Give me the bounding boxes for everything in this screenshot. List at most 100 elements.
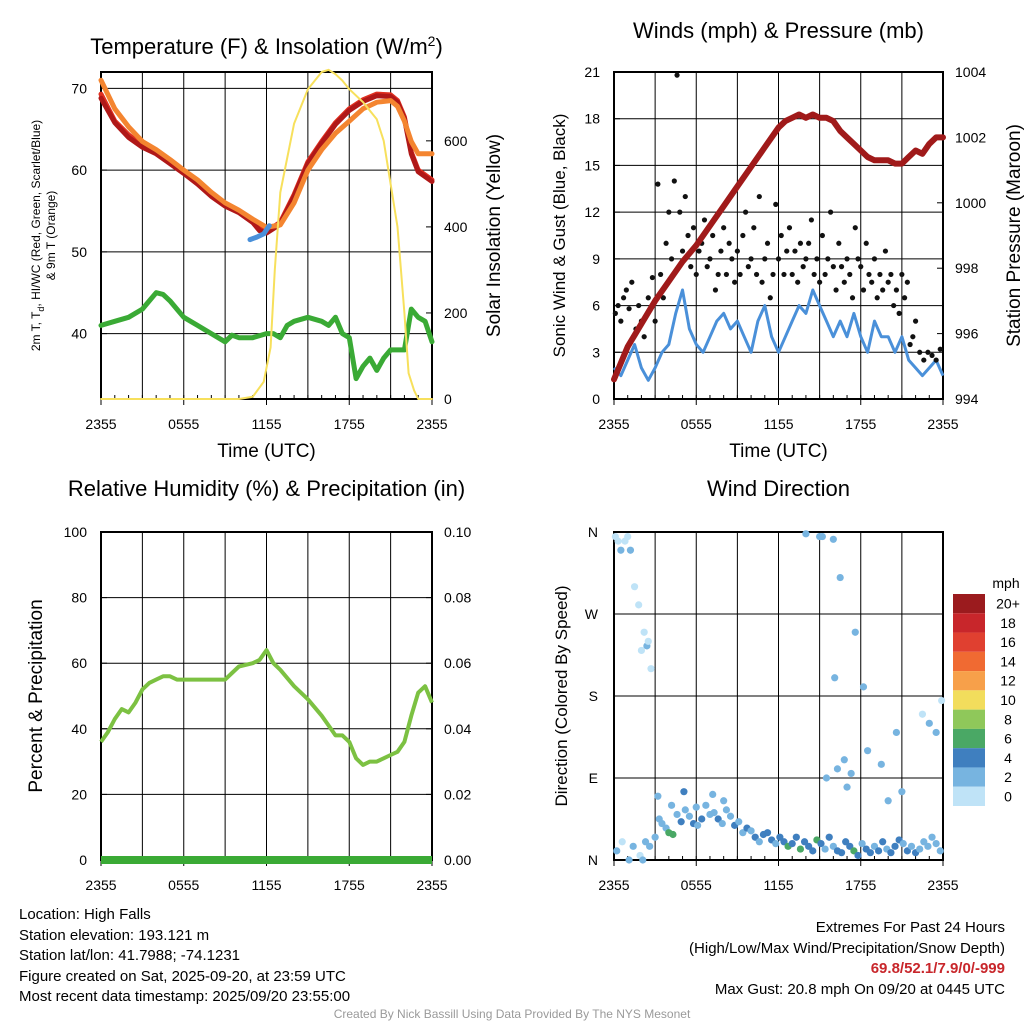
- gust-point: [764, 240, 771, 246]
- y-right-tick-label: 200: [444, 305, 468, 321]
- gust-point: [921, 357, 927, 363]
- gust-point: [693, 271, 699, 278]
- direction-point: [829, 535, 837, 543]
- x-tick-label: 2355: [416, 877, 447, 893]
- direction-point: [928, 833, 936, 841]
- gust-point: [778, 232, 784, 239]
- y-right-tick-label: 1000: [955, 195, 986, 211]
- colorbar-label: 14: [1000, 653, 1016, 669]
- direction-point: [629, 842, 637, 850]
- x-tick-label: 0555: [681, 416, 712, 432]
- y-tick-label: 70: [71, 80, 87, 96]
- direction-point: [640, 628, 648, 636]
- gust-point: [679, 248, 686, 254]
- y-axis-label-right: Station Pressure (Maroon): [1004, 124, 1024, 347]
- gust-point: [762, 256, 768, 262]
- direction-point: [637, 646, 646, 655]
- gust-point: [869, 279, 875, 285]
- x-tick-label: 0555: [168, 877, 199, 893]
- direction-point: [892, 728, 900, 737]
- y-right-tick-label: 0.06: [444, 655, 471, 671]
- gust-point: [636, 302, 642, 309]
- y-tick-label: 15: [584, 157, 600, 173]
- gust-point: [786, 225, 793, 231]
- gust-point: [814, 256, 820, 262]
- x-tick-label: 1755: [845, 877, 876, 893]
- gust-point: [800, 264, 806, 270]
- chart-title-paren: ): [435, 34, 442, 59]
- x-tick-label: 2355: [927, 416, 958, 432]
- gust-point: [726, 240, 732, 246]
- plot-frame: [613, 531, 944, 861]
- direction-point: [677, 818, 685, 826]
- y-right-tick-label: 996: [955, 326, 979, 342]
- gust-point: [770, 271, 776, 278]
- direction-point: [720, 797, 728, 805]
- direction-point: [681, 806, 689, 814]
- extremes-subtitle: (High/Low/Max Wind/Precipitation/Snow De…: [689, 939, 1005, 957]
- y-label-subscript: d: [36, 307, 46, 312]
- direction-point: [710, 809, 718, 817]
- y-tick-label: E: [589, 770, 598, 786]
- gust-point: [649, 274, 655, 281]
- gust-point: [652, 318, 658, 324]
- direction-point: [854, 851, 862, 860]
- direction-point: [644, 637, 652, 645]
- x-tick-label: 1755: [845, 416, 876, 432]
- gust-point: [773, 201, 779, 207]
- series-9m-temperature: [98, 77, 435, 230]
- y-tick-label: 9: [592, 251, 600, 267]
- y-tick-label: W: [585, 606, 599, 622]
- chart-panel-1: Temperature (F) & Insolation (W/m2) 2355 0…: [29, 33, 505, 462]
- x-tick-label: 2355: [927, 877, 958, 893]
- gust-point: [882, 248, 889, 254]
- gust-point: [701, 217, 708, 223]
- y-axis-label-left: Direction (Colored By Speed): [552, 585, 571, 806]
- gust-point: [677, 209, 683, 215]
- recent-timestamp: Most recent data timestamp: 2025/09/20 2…: [19, 988, 351, 1005]
- direction-point: [879, 838, 887, 846]
- y-tick-label: 20: [71, 786, 87, 802]
- direction-point: [899, 840, 907, 848]
- gust-point: [732, 279, 738, 285]
- direction-point: [654, 792, 662, 800]
- station-elevation: Station elevation: 193.121 m: [19, 926, 210, 944]
- direction-point: [866, 849, 874, 857]
- direction-point: [772, 840, 780, 848]
- y-tick-label: 40: [71, 326, 87, 342]
- gust-point: [759, 279, 765, 285]
- colorbar-cell: [953, 786, 985, 806]
- colorbar-cell: [953, 632, 985, 652]
- chart-title: Relative Humidity (%) & Precipitation (i…: [68, 476, 465, 501]
- direction-point: [887, 849, 895, 857]
- extremes-values: 69.8/52.1/7.9/0/-999: [870, 960, 1005, 977]
- direction-point: [702, 801, 710, 809]
- colorbar-label: 4: [1004, 750, 1012, 766]
- gust-point: [690, 225, 697, 231]
- gust-point: [712, 287, 719, 293]
- gust-point: [740, 232, 746, 239]
- direction-point: [680, 788, 688, 796]
- direction-point: [755, 838, 763, 846]
- gust-point: [792, 248, 798, 254]
- gust-point: [704, 264, 710, 270]
- direction-point: [726, 812, 735, 820]
- direction-point: [924, 842, 932, 850]
- direction-point: [932, 728, 940, 737]
- gust-point: [803, 256, 809, 262]
- gust-point: [767, 295, 773, 301]
- gust-point: [855, 256, 861, 262]
- gust-point: [645, 295, 651, 301]
- y-axis-label-left: Sonic Wind & Gust (Blue, Black): [550, 114, 569, 358]
- gust-point: [847, 271, 853, 278]
- direction-point: [747, 827, 755, 835]
- gust-point: [852, 225, 858, 231]
- y-label-part: 2m T, T: [29, 311, 43, 351]
- x-tick-label: 2355: [598, 877, 629, 893]
- colorbar-label: 20+: [996, 596, 1020, 612]
- direction-point: [858, 840, 866, 848]
- y-tick-label: 100: [64, 524, 88, 540]
- direction-point: [630, 583, 639, 591]
- direction-point: [836, 573, 844, 582]
- colorbar-label: 16: [1000, 634, 1016, 650]
